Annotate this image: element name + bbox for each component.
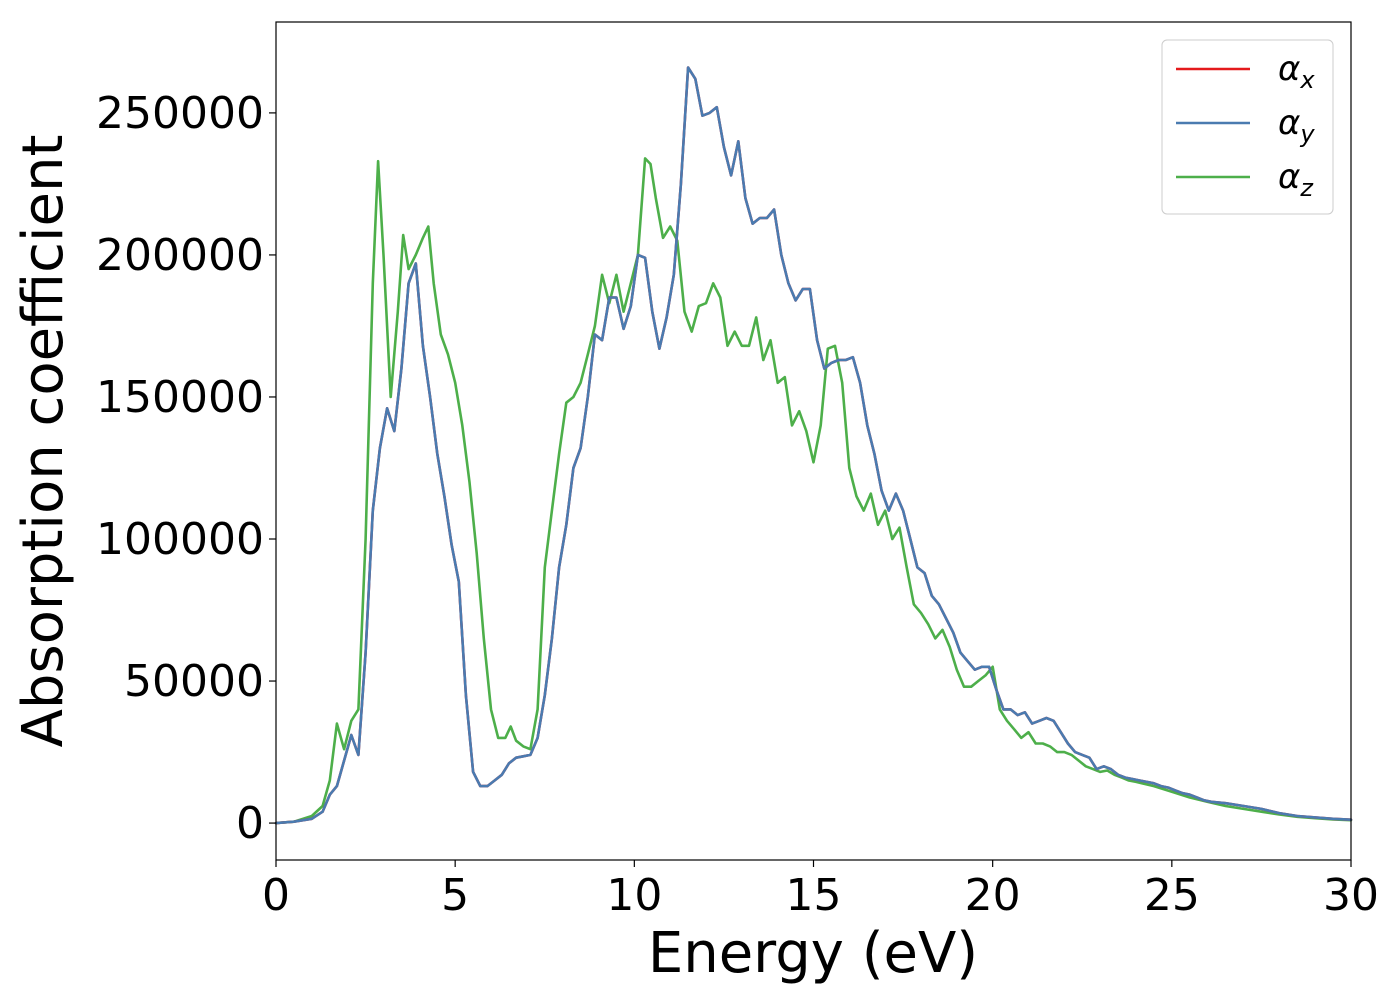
x-tick-label: 15 bbox=[786, 870, 842, 921]
x-axis-title: Energy (eV) bbox=[648, 921, 978, 986]
x-tick-label: 30 bbox=[1323, 870, 1379, 921]
series-line-y bbox=[274, 66, 1353, 825]
x-axis: 0 5 10 15 20 25 30 bbox=[262, 860, 1379, 921]
x-tick-label: 25 bbox=[1144, 870, 1200, 921]
y-tick-label: 250000 bbox=[96, 88, 264, 139]
x-tick-label: 20 bbox=[965, 870, 1021, 921]
legend-label-y: αy bbox=[1278, 103, 1315, 148]
legend-label-z: αz bbox=[1278, 157, 1314, 202]
x-tick-label: 0 bbox=[262, 870, 290, 921]
legend: αx αy αz bbox=[1161, 39, 1334, 215]
legend-box bbox=[1161, 39, 1334, 215]
series-line-z bbox=[274, 157, 1353, 825]
plot-area bbox=[274, 66, 1353, 825]
y-tick-label: 100000 bbox=[96, 514, 264, 565]
y-tick-label: 200000 bbox=[96, 230, 264, 281]
legend-label-x: αx bbox=[1278, 49, 1315, 94]
y-axis-title: Absorption coefficient bbox=[11, 135, 76, 748]
y-tick-label: 50000 bbox=[124, 656, 264, 707]
y-tick-label: 0 bbox=[236, 798, 264, 849]
y-tick-label: 150000 bbox=[96, 372, 264, 423]
x-tick-label: 10 bbox=[606, 870, 662, 921]
y-axis: 0 50000 100000 150000 200000 250000 bbox=[96, 88, 276, 849]
x-tick-label: 5 bbox=[441, 870, 469, 921]
